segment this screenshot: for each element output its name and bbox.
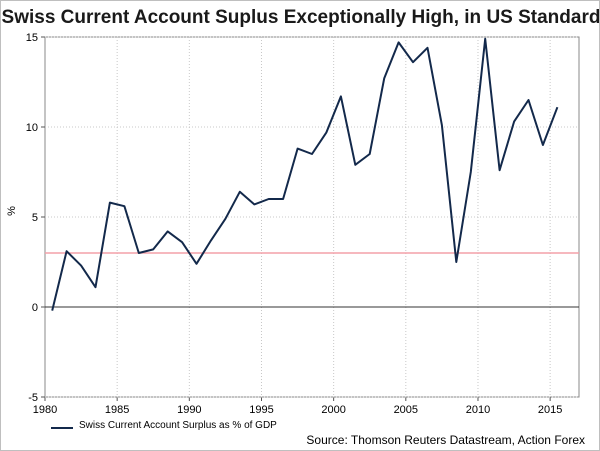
legend-line-swatch [51, 427, 73, 429]
y-tick-label: 5 [32, 212, 38, 224]
x-tick-label: 1995 [249, 404, 273, 416]
y-tick-label: 0 [32, 302, 38, 314]
x-tick-label: 2015 [538, 404, 562, 416]
legend-label: Swiss Current Account Surplus as % of GD… [79, 420, 277, 431]
y-axis-label: % [6, 206, 18, 216]
x-tick-label: 2000 [321, 404, 345, 416]
x-tick-label: 1985 [105, 404, 129, 416]
x-tick-label: 2005 [394, 404, 418, 416]
x-tick-label: 1980 [33, 404, 57, 416]
y-tick-label: 10 [26, 122, 38, 134]
series-line-0 [51, 37, 559, 311]
y-tick-label: -5 [28, 392, 38, 404]
y-tick-label: 15 [26, 32, 38, 44]
x-tick-label: 1990 [177, 404, 201, 416]
source-note: Source: Thomson Reuters Datastream, Acti… [306, 433, 585, 447]
x-tick-label: 2010 [466, 404, 490, 416]
chart-title: Swiss Current Account Suplus Exceptional… [1, 7, 600, 28]
